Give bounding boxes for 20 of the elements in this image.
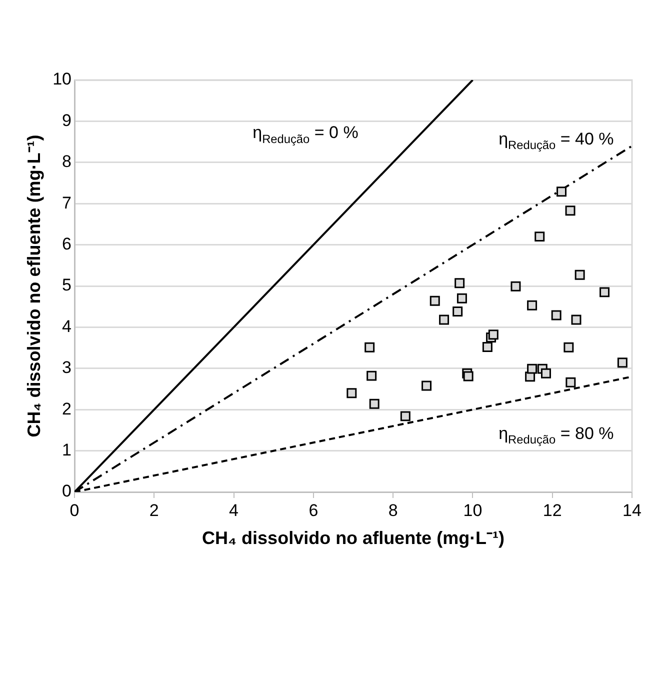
x-tick-label: 2 bbox=[149, 500, 159, 520]
x-axis-title: CH₄ dissolvido no afluente (mg·L⁻¹) bbox=[202, 528, 505, 548]
y-tick-label: 3 bbox=[62, 358, 72, 378]
y-tick-label: 0 bbox=[62, 482, 72, 501]
x-tick-label: 8 bbox=[388, 500, 398, 520]
x-tick-label: 14 bbox=[622, 500, 642, 520]
y-tick-label: 9 bbox=[62, 110, 72, 130]
y-tick-label: 6 bbox=[62, 234, 72, 254]
y-tick-label: 7 bbox=[62, 193, 72, 212]
x-tick-label: 10 bbox=[463, 500, 482, 520]
y-tick-label: 4 bbox=[62, 316, 72, 336]
y-tick-label: 5 bbox=[62, 276, 72, 295]
y-tick-label: 10 bbox=[52, 70, 72, 89]
y-tick-label: 2 bbox=[62, 399, 72, 418]
x-tick-label: 12 bbox=[542, 500, 562, 520]
x-tick-label: 4 bbox=[229, 500, 239, 520]
x-tick-label: 6 bbox=[308, 500, 318, 520]
y-tick-label: 8 bbox=[62, 152, 72, 172]
y-tick-label: 1 bbox=[62, 440, 72, 460]
y-axis-title: CH₄ dissolvido no efluente (mg·L⁻¹) bbox=[24, 134, 44, 438]
